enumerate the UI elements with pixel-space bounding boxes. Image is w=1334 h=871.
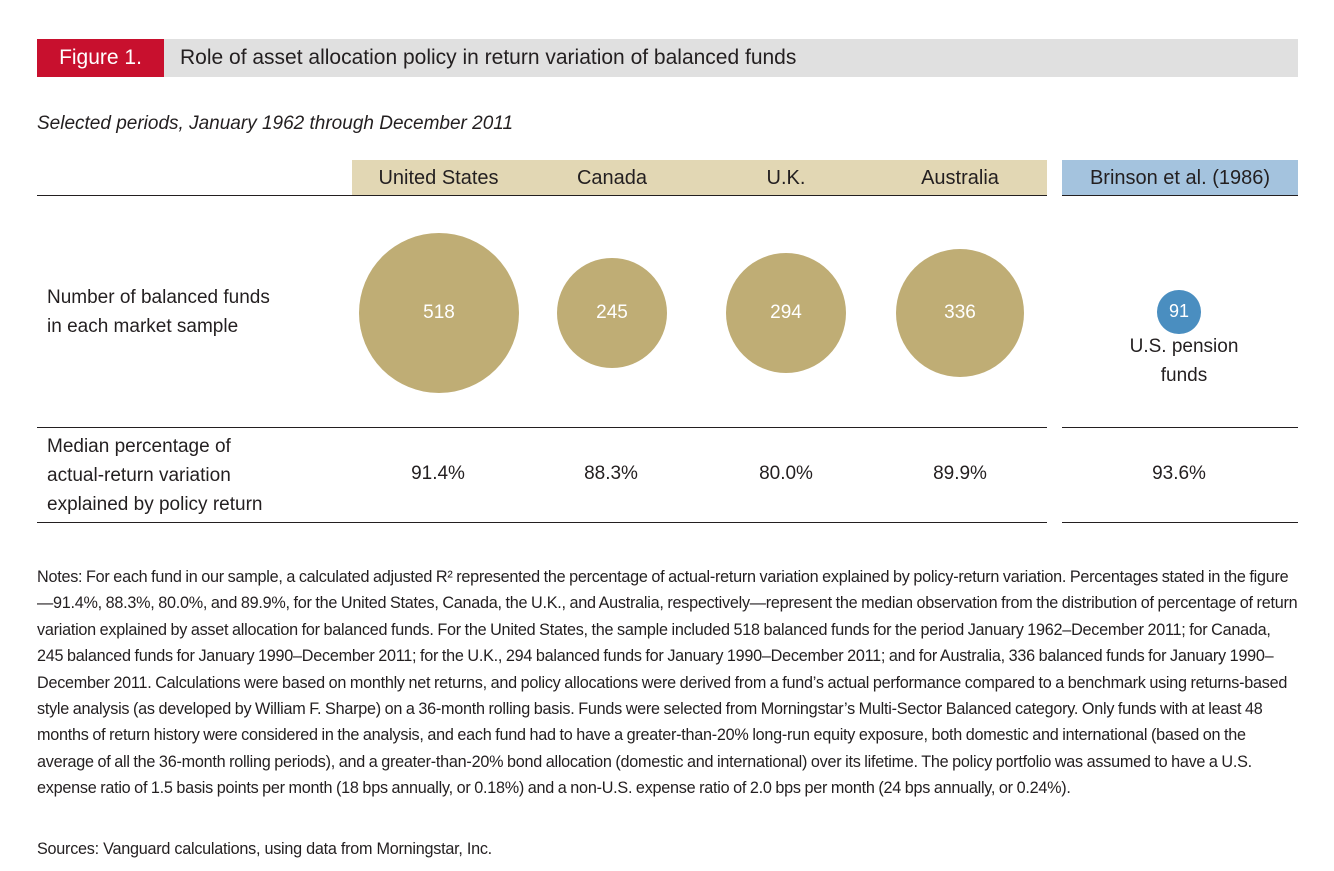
brinson-sublabel-line1: U.S. pension — [1129, 336, 1239, 357]
row-divider-left — [37, 427, 1047, 428]
row-divider-right — [1062, 427, 1298, 428]
figure-title: Role of asset allocation policy in retur… — [180, 46, 797, 69]
column-header-uk: U.K. — [699, 160, 873, 196]
bubble-us: 518 — [359, 233, 519, 393]
column-header-canada: Canada — [525, 160, 699, 196]
bottom-rule-left — [37, 522, 1047, 523]
column-header-australia: Australia — [873, 160, 1047, 196]
figure-title-bar: Figure 1. Role of asset allocation polic… — [37, 39, 1298, 77]
brinson-sublabel: U.S. pension funds — [1098, 332, 1270, 390]
header-rule-left — [37, 195, 1047, 196]
bubble-brinson: 91 — [1157, 290, 1201, 334]
row-label-median-line1: Median percentage of — [47, 436, 231, 457]
row-label-median: Median percentage of actual-return varia… — [47, 432, 262, 519]
header-rule-right — [1062, 195, 1298, 196]
row-label-median-line2: actual-return variation — [47, 465, 231, 486]
row-label-median-line3: explained by policy return — [47, 494, 263, 515]
row-label-fund-count-line2: in each market sample — [47, 316, 239, 337]
figure-sources: Sources: Vanguard calculations, using da… — [37, 840, 492, 858]
column-header-brinson: Brinson et al. (1986) — [1062, 160, 1298, 196]
median-pct-uk: 80.0% — [759, 463, 813, 484]
median-pct-australia: 89.9% — [933, 463, 987, 484]
bubble-canada: 245 — [556, 257, 667, 368]
median-pct-canada: 88.3% — [584, 463, 638, 484]
figure-notes: Notes: For each fund in our sample, a ca… — [37, 568, 1298, 798]
row-label-fund-count: Number of balanced funds in each market … — [47, 283, 270, 341]
figure-label: Figure 1. — [37, 39, 164, 77]
brinson-sublabel-line2: funds — [1160, 365, 1208, 386]
median-pct-brinson: 93.6% — [1152, 463, 1206, 484]
bottom-rule-right — [1062, 522, 1298, 523]
figure-subtitle: Selected periods, January 1962 through D… — [37, 113, 514, 134]
row-label-fund-count-line1: Number of balanced funds — [47, 287, 270, 308]
median-pct-us: 91.4% — [411, 463, 465, 484]
bubble-uk: 294 — [725, 252, 847, 374]
bubble-australia: 336 — [895, 248, 1025, 378]
column-header-us: United States — [352, 160, 525, 196]
